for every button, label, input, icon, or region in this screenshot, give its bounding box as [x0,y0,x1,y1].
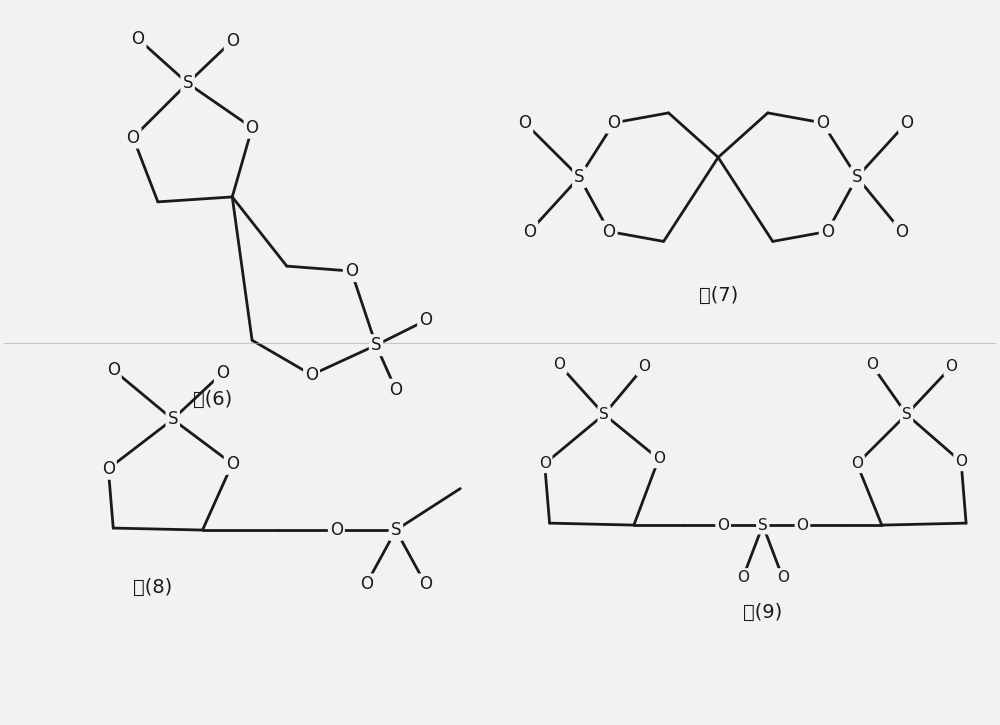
Text: S: S [391,521,401,539]
Text: O: O [389,381,402,399]
Text: S: S [852,168,862,186]
Text: O: O [737,570,749,585]
Text: O: O [127,128,140,146]
Text: O: O [638,360,650,374]
Text: O: O [900,114,913,132]
Text: S: S [371,336,381,355]
Text: O: O [518,114,531,132]
Text: O: O [419,576,432,594]
Text: O: O [216,364,229,382]
Text: O: O [816,114,829,132]
Text: 式(8): 式(8) [133,578,173,597]
Text: O: O [226,32,239,50]
Text: S: S [599,407,609,422]
Text: O: O [419,312,432,329]
Text: O: O [777,570,789,585]
Text: S: S [902,407,911,422]
Text: 式(6): 式(6) [193,390,232,409]
Text: O: O [821,223,834,241]
Text: O: O [330,521,343,539]
Text: O: O [945,360,957,374]
Text: O: O [603,223,616,241]
Text: O: O [796,518,808,533]
Text: O: O [955,455,967,469]
Text: O: O [608,114,621,132]
Text: O: O [539,456,551,471]
Text: O: O [226,455,239,473]
Text: O: O [523,223,536,241]
Text: O: O [866,357,878,373]
Text: 式(9): 式(9) [743,602,782,621]
Text: O: O [107,361,120,379]
Text: O: O [851,456,863,471]
Text: O: O [895,223,908,241]
Text: O: O [246,119,259,137]
Text: O: O [554,357,566,373]
Text: O: O [102,460,115,478]
Text: S: S [574,168,585,186]
Text: O: O [345,262,358,280]
Text: O: O [717,518,729,533]
Text: O: O [305,366,318,384]
Text: S: S [168,410,178,428]
Text: 式(7): 式(7) [699,286,738,305]
Text: O: O [653,452,665,466]
Text: O: O [132,30,145,48]
Text: S: S [182,74,193,92]
Text: S: S [758,518,768,533]
Text: O: O [360,576,373,594]
